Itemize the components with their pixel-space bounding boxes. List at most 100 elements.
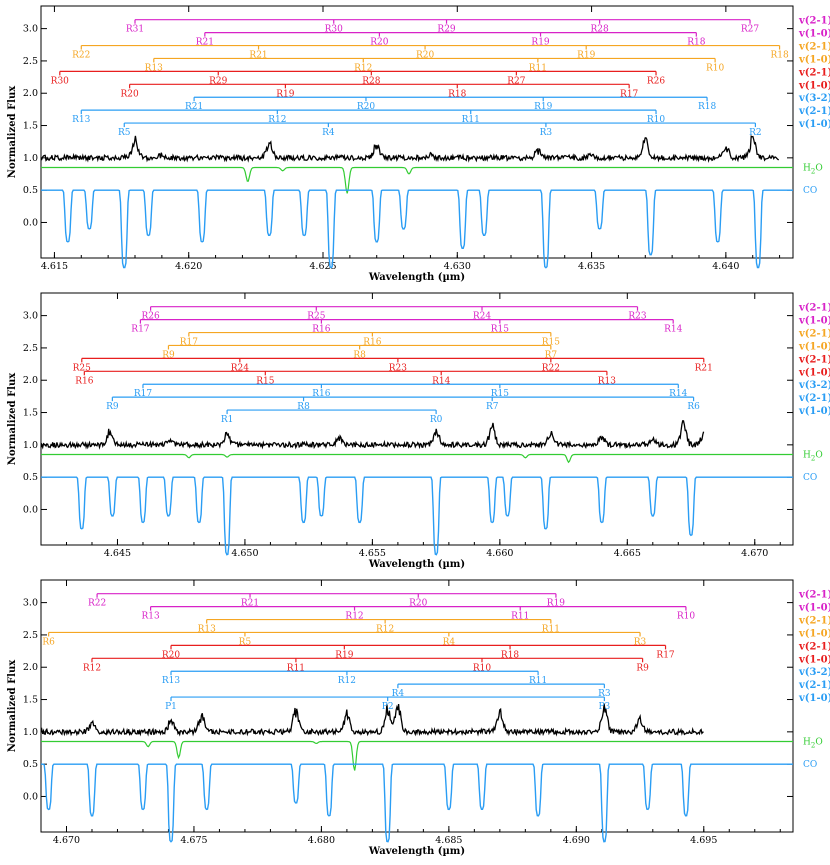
legend-entry: v(1-0) C17O bbox=[798, 338, 830, 352]
line-id-label: R21 bbox=[241, 599, 259, 609]
panel-3: 4.670 4.675 4.680 4.685 4.690 4.695 0.0 0.5 1.0 1… bbox=[7, 579, 830, 857]
line-id-label: R8 bbox=[353, 350, 366, 360]
line-id-label: R22 bbox=[542, 363, 560, 373]
line-id-label: R22 bbox=[72, 51, 90, 61]
line-id-label: R22 bbox=[88, 599, 106, 609]
y-tick-label: 1.0 bbox=[23, 440, 38, 451]
legend-entry: v(2-1) C18O bbox=[798, 587, 830, 601]
h2o-model-line bbox=[41, 453, 793, 464]
line-id-label: R13 bbox=[598, 376, 617, 386]
line-id-label: R21 bbox=[249, 51, 267, 61]
y-tick-label: 2.5 bbox=[23, 56, 38, 67]
line-id-label: R15 bbox=[256, 376, 275, 386]
x-tick-label: 4.630 bbox=[444, 261, 471, 272]
x-tick-label: 4.670 bbox=[53, 835, 80, 846]
legend-entry: v(2-1) C18O bbox=[798, 13, 830, 27]
x-tick-label: 4.650 bbox=[231, 548, 258, 559]
h2o-label-part: 2 bbox=[811, 742, 815, 750]
line-id-label: R26 bbox=[141, 312, 160, 322]
line-id-label: R13 bbox=[162, 676, 181, 686]
legend-entry: v(1-0) C18O bbox=[798, 600, 830, 614]
line-id-label: P2 bbox=[382, 702, 394, 712]
legend-entry: v(1-0) bbox=[798, 693, 830, 704]
legend-entry: v(1-0) 13CO bbox=[798, 651, 830, 665]
line-id-label: R13 bbox=[141, 612, 160, 622]
legend-prefix: v(1-0) C bbox=[798, 603, 830, 614]
line-id-label: R12 bbox=[83, 663, 101, 673]
line-id-label: R10 bbox=[677, 612, 696, 622]
line-id-label: P1 bbox=[165, 702, 177, 712]
y-tick-label: 1.0 bbox=[23, 153, 38, 164]
legend-entry: v(1-0) C18O bbox=[798, 26, 830, 40]
h2o-label-part: O bbox=[815, 738, 822, 748]
y-tick-label: 0.5 bbox=[23, 759, 38, 770]
observed-spectrum-line bbox=[40, 420, 705, 450]
legend-entry: v(2-1) 13CO bbox=[798, 351, 830, 365]
line-id-label: R12 bbox=[268, 115, 286, 125]
line-id-label: R30 bbox=[325, 25, 344, 35]
co-model-line bbox=[41, 763, 793, 843]
y-tick-label: 2.5 bbox=[23, 630, 38, 641]
legend-prefix: v(3-2) bbox=[798, 667, 830, 678]
legend-entry: v(2-1) 13CO bbox=[798, 64, 830, 78]
line-id-label: R4 bbox=[322, 128, 335, 138]
co-series-label: CO bbox=[803, 760, 817, 770]
line-id-label: R20 bbox=[357, 102, 376, 112]
line-id-label: R10 bbox=[706, 63, 725, 73]
line-id-label: R28 bbox=[362, 76, 381, 86]
legend-prefix: v(2-1) bbox=[798, 680, 830, 691]
x-tick-label: 4.620 bbox=[175, 261, 202, 272]
line-id-label: R11 bbox=[287, 663, 305, 673]
line-id-label: R14 bbox=[669, 389, 688, 399]
line-id-label: R14 bbox=[664, 325, 683, 335]
panel-2: 4.645 4.650 4.655 4.660 4.665 4.670 0.0 0.5 1.0 1… bbox=[7, 292, 830, 570]
h2o-label-part: H bbox=[803, 738, 811, 748]
legend-prefix: v(1-0) C bbox=[798, 316, 830, 327]
line-id-label: R17 bbox=[180, 338, 199, 348]
legend-entry: v(1-0) C17O bbox=[798, 625, 830, 639]
line-id-label: R21 bbox=[196, 38, 214, 48]
line-id-label: R16 bbox=[75, 376, 94, 386]
legend-prefix: v(1-0) bbox=[798, 693, 830, 704]
y-tick-label: 2.0 bbox=[23, 375, 38, 386]
legend-entry: v(2-1) C18O bbox=[798, 300, 830, 314]
line-id-label: R25 bbox=[307, 312, 326, 322]
legend-entry: v(3-2) bbox=[798, 380, 830, 391]
plot-frame bbox=[40, 5, 794, 259]
legend-entry: v(3-2) bbox=[798, 93, 830, 104]
line-id-label: R23 bbox=[628, 312, 647, 322]
h2o-label-part: 2 bbox=[811, 455, 815, 463]
x-tick-label: 4.675 bbox=[180, 835, 207, 846]
x-tick-label: 4.695 bbox=[690, 835, 717, 846]
line-id-label: R9 bbox=[106, 402, 119, 412]
line-id-label: R17 bbox=[134, 389, 153, 399]
line-id-label: R6 bbox=[687, 402, 700, 412]
legend-prefix: v(2-1) bbox=[798, 641, 830, 652]
line-id-label: R13 bbox=[145, 63, 164, 73]
line-id-label: R9 bbox=[636, 663, 649, 673]
y-tick-label: 1.5 bbox=[23, 121, 38, 132]
line-id-label: R10 bbox=[647, 115, 666, 125]
line-id-label: R13 bbox=[198, 625, 217, 635]
line-id-label: R15 bbox=[542, 338, 561, 348]
line-id-label: R20 bbox=[409, 599, 428, 609]
x-tick-label: 4.645 bbox=[104, 548, 131, 559]
legend-prefix: v(2-1) bbox=[798, 106, 830, 117]
line-id-label: R25 bbox=[73, 363, 92, 373]
plot-frame bbox=[40, 579, 794, 833]
plot-frame bbox=[40, 292, 794, 546]
line-id-label: R20 bbox=[162, 650, 181, 660]
y-tick-label: 1.5 bbox=[23, 695, 38, 706]
line-id-label: R2 bbox=[749, 128, 762, 138]
line-id-label: R11 bbox=[529, 676, 547, 686]
line-id-label: R24 bbox=[473, 312, 492, 322]
y-tick-label: 2.0 bbox=[23, 662, 38, 673]
line-id-label: R16 bbox=[363, 338, 382, 348]
legend-prefix: v(1-0) C bbox=[798, 628, 830, 639]
line-id-label: R19 bbox=[276, 89, 295, 99]
line-id-label: R11 bbox=[529, 63, 547, 73]
legend-prefix: v(2-1) C bbox=[798, 590, 830, 601]
line-id-label: R19 bbox=[534, 102, 553, 112]
legend-entry: v(1-0) bbox=[798, 406, 830, 417]
line-id-label: R19 bbox=[547, 599, 566, 609]
